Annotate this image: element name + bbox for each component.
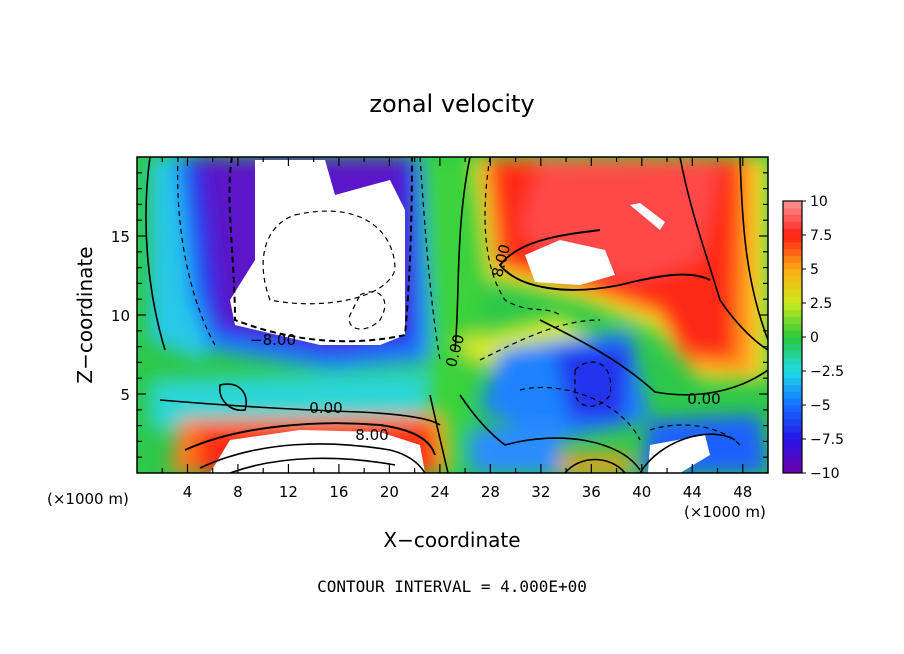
x-axis-label: X−coordinate xyxy=(383,528,520,552)
x-tick-label: 48 xyxy=(733,483,752,501)
colorbar: 10 7.5 5 2.5 0 −2.5 −5 −7.5 −10 xyxy=(782,194,844,482)
colorbar-tick-label: 10 xyxy=(810,194,828,210)
x-tick-label: 4 xyxy=(183,483,193,501)
colorbar-band xyxy=(783,452,802,460)
contour-interval-note: CONTOUR INTERVAL = 4.000E+00 xyxy=(317,577,587,596)
colorbar-band xyxy=(783,445,802,454)
colorbar-tick-label: 0 xyxy=(810,330,819,346)
x-axis: 4 8 12 16 20 24 28 32 36 40 44 48 xyxy=(161,157,752,501)
x-tick-label: 36 xyxy=(582,483,601,501)
chart-title: zonal velocity xyxy=(369,90,534,118)
colorbar-band xyxy=(783,425,802,433)
colorbar-band xyxy=(783,275,802,284)
colorbar-band xyxy=(783,337,802,345)
colorbar-tick-label: 7.5 xyxy=(810,228,832,244)
colorbar-band xyxy=(783,309,802,318)
colorbar-band xyxy=(783,391,802,399)
y-tick-label: 5 xyxy=(120,386,130,404)
velocity-field: −8.00 0.00 8.00 0.00 8.00 0.00 xyxy=(137,157,768,473)
colorbar-band xyxy=(783,432,802,440)
colorbar-band xyxy=(783,350,802,358)
x-tick-label: 44 xyxy=(683,483,702,501)
x-tick-label: 40 xyxy=(632,483,651,501)
colorbar-band xyxy=(783,357,802,365)
colorbar-tick-label: 5 xyxy=(810,262,819,278)
y-tick-label: 15 xyxy=(111,228,130,246)
y-tick-label: 10 xyxy=(111,307,130,325)
contour-label-8-south: 8.00 xyxy=(355,426,388,444)
colorbar-band xyxy=(783,323,802,331)
contour-label-0-east: 0.00 xyxy=(687,390,720,408)
colorbar-band xyxy=(783,269,802,277)
colorbar-band xyxy=(783,411,802,420)
x-tick-label: 16 xyxy=(329,483,348,501)
colorbar-band xyxy=(783,235,802,243)
x-tick-label: 32 xyxy=(531,483,550,501)
x-tick-label: 12 xyxy=(279,483,298,501)
colorbar-band xyxy=(783,405,802,413)
contour-label-0-west: 0.00 xyxy=(309,399,342,417)
colorbar-tick-label: −10 xyxy=(810,466,840,482)
colorbar-band xyxy=(783,228,802,236)
colorbar-band xyxy=(783,439,802,447)
colorbar-band xyxy=(783,201,802,209)
colorbar-band xyxy=(783,255,802,263)
colorbar-band xyxy=(783,377,802,386)
colorbar-band xyxy=(783,248,802,256)
contour-lines xyxy=(145,157,768,473)
colorbar-tick-label: −5 xyxy=(810,398,831,414)
colorbar-band xyxy=(783,207,802,216)
colorbar-tick-label: −2.5 xyxy=(810,364,844,380)
colorbar-band xyxy=(783,214,802,222)
x-tick-label: 8 xyxy=(233,483,243,501)
y-axis-label: Z−coordinate xyxy=(73,246,97,383)
colorbar-band xyxy=(783,384,802,392)
colorbar-band xyxy=(783,330,802,338)
y-axis: 5 10 15 xyxy=(111,172,768,458)
colorbar-band xyxy=(783,241,802,250)
colorbar-band xyxy=(783,282,802,290)
colorbar-band xyxy=(783,364,802,372)
colorbar-band xyxy=(783,289,802,297)
x-unit-right: (×1000 m) xyxy=(684,503,766,521)
x-tick-label: 28 xyxy=(481,483,500,501)
colorbar-band xyxy=(783,418,802,426)
colorbar-band xyxy=(783,303,802,311)
x-unit-left: (×1000 m) xyxy=(47,490,129,508)
x-tick-label: 24 xyxy=(430,483,449,501)
x-tick-label: 20 xyxy=(380,483,399,501)
colorbar-tick-label: −7.5 xyxy=(810,432,844,448)
colorbar-band xyxy=(783,466,802,474)
colorbar-band xyxy=(783,221,802,229)
colorbar-band xyxy=(783,398,802,406)
colorbar-tick-label: 2.5 xyxy=(810,296,832,312)
colorbar-band xyxy=(783,459,802,467)
colorbar-band xyxy=(783,262,802,270)
colorbar-band xyxy=(783,371,802,379)
colorbar-band xyxy=(783,343,802,352)
colorbar-band xyxy=(783,296,802,304)
contour-label-neg8: −8.00 xyxy=(250,331,296,349)
colorbar-band xyxy=(783,316,802,324)
